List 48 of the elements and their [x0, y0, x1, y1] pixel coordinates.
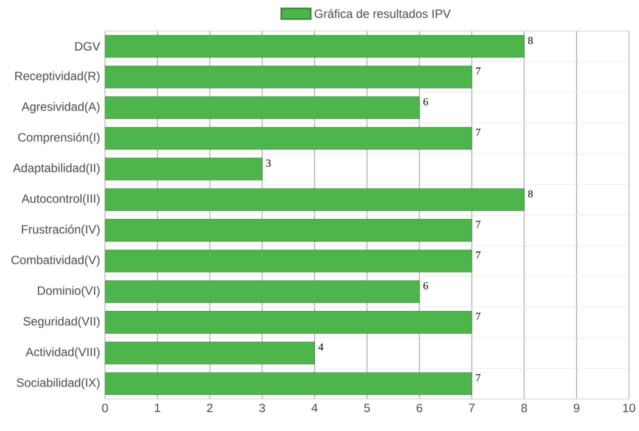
bar	[105, 372, 472, 395]
y-tick-label: Autocontrol(III)	[22, 194, 100, 206]
bar	[105, 158, 262, 180]
data-label: 7	[476, 68, 480, 75]
y-tick-label: Comprensión(I)	[18, 132, 100, 144]
bar	[105, 250, 472, 272]
x-tick-label: 7	[469, 404, 475, 412]
y-tick-label: Frustración(IV)	[22, 224, 100, 236]
data-label: 7	[476, 128, 480, 136]
bar	[105, 342, 315, 364]
data-label: 7	[476, 252, 480, 259]
x-tick-label: 0	[102, 404, 108, 412]
x-tick-label: 8	[521, 404, 528, 412]
y-tick-label: Actividad(VIII)	[26, 347, 100, 359]
data-label: 4	[318, 344, 324, 351]
bar	[105, 280, 420, 303]
bar	[105, 66, 472, 88]
bar	[105, 219, 472, 242]
bar	[105, 188, 524, 211]
bar	[105, 311, 472, 334]
data-label: 7	[476, 312, 480, 320]
legend-label: Gráfica de resultados IPV	[314, 9, 451, 18]
data-label: 7	[476, 220, 480, 228]
x-tick-label: 9	[574, 404, 580, 412]
x-tick-label: 1	[154, 404, 160, 412]
y-tick-label: DGV	[75, 42, 100, 51]
data-label: 6	[423, 98, 428, 106]
y-tick-label: Combatividad(V)	[12, 255, 100, 267]
y-tick-label: Adaptabilidad(II)	[12, 163, 100, 175]
x-tick-label: 5	[364, 404, 370, 412]
bar	[105, 35, 524, 58]
x-tick-label: 2	[207, 404, 213, 412]
y-tick-label: Agresividad(A)	[22, 102, 100, 114]
x-tick-label: 3	[259, 404, 266, 412]
x-tick-label: 6	[416, 404, 422, 412]
y-tick-label: Receptividad(R)	[15, 71, 100, 83]
bar	[105, 127, 472, 150]
y-tick-label: Dominio(VI)	[38, 286, 100, 298]
y-tick-label: Seguridad(VII)	[23, 316, 100, 328]
data-label: 3	[266, 160, 271, 167]
data-label: 8	[528, 190, 533, 198]
data-label: 6	[423, 282, 428, 290]
bar	[105, 96, 420, 119]
x-tick-label: 10	[623, 404, 636, 412]
data-label: 7	[476, 374, 480, 382]
x-tick-label: 4	[312, 404, 318, 412]
data-label: 8	[528, 36, 533, 44]
y-tick-label: Sociabilidad(IX)	[16, 378, 100, 390]
